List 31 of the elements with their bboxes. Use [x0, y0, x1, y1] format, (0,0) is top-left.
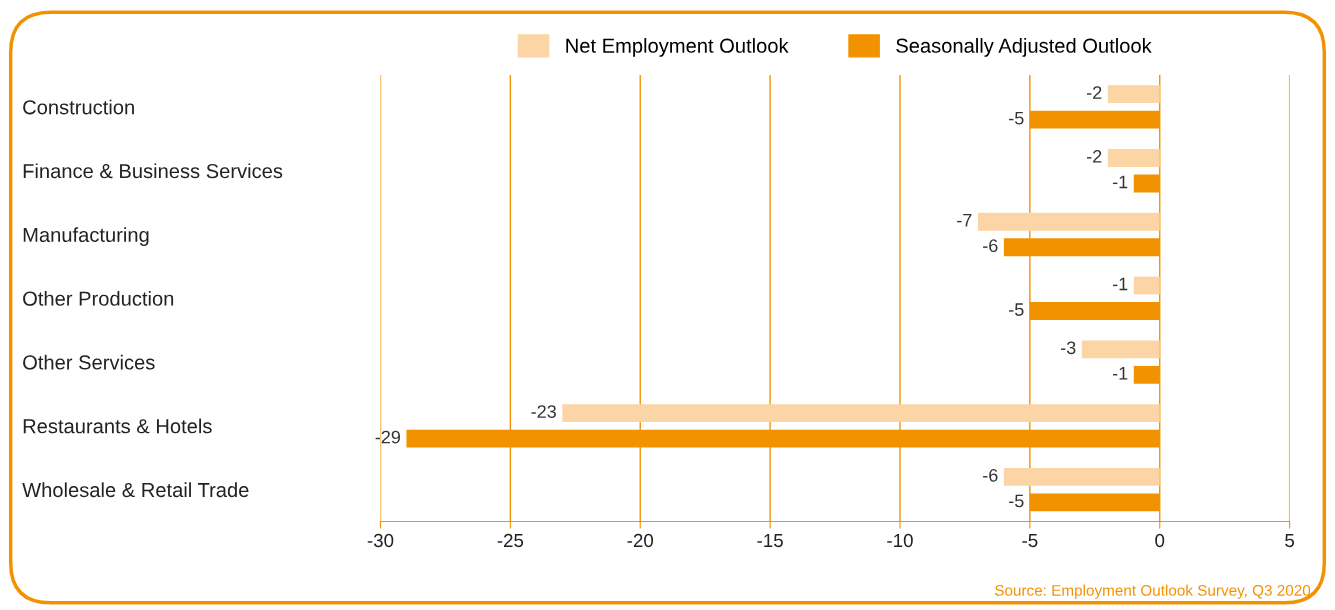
x-tick-label: -5: [1022, 534, 1038, 548]
data-label: -2: [1086, 86, 1102, 99]
data-label: -3: [1061, 341, 1076, 355]
y-tick-label: Other Services: [23, 354, 155, 370]
x-tick-label: 0: [1155, 533, 1165, 548]
legend-label: Net Employment Outlook: [566, 38, 789, 57]
source-note: Source: Employment Outlook Survey, Q3 2020.: [994, 584, 1314, 599]
y-tick-label: Manufacturing: [23, 227, 149, 246]
data-label: -5: [1009, 494, 1024, 508]
x-tick-label: -25: [497, 533, 524, 548]
data-label: -23: [531, 405, 556, 418]
data-label: -6: [983, 239, 998, 253]
x-tick-label: -20: [627, 533, 654, 548]
y-tick-label: Construction: [23, 99, 134, 115]
x-tick-label: -10: [887, 533, 913, 548]
data-label: -5: [1009, 111, 1024, 125]
y-tick-label: Other Production: [23, 290, 174, 306]
data-label: -5: [1009, 303, 1024, 316]
x-tick-label: 5: [1285, 534, 1295, 548]
x-tick-label: -30: [367, 533, 394, 548]
legend-label: Seasonally Adjusted Outlook: [896, 38, 1152, 57]
x-tick-label: -15: [757, 534, 783, 548]
data-label: -6: [983, 468, 998, 482]
y-tick-label: Wholesale & Retail Trade: [22, 482, 249, 498]
data-label: -1: [1112, 367, 1128, 380]
y-tick-label: Restaurants & Hotels: [23, 418, 212, 434]
data-label: -2: [1086, 150, 1102, 163]
data-label: -1: [1112, 175, 1128, 189]
data-label: -1: [1112, 277, 1128, 291]
data-label: -7: [957, 213, 972, 227]
y-tick-label: Finance & Business Services: [23, 163, 283, 179]
